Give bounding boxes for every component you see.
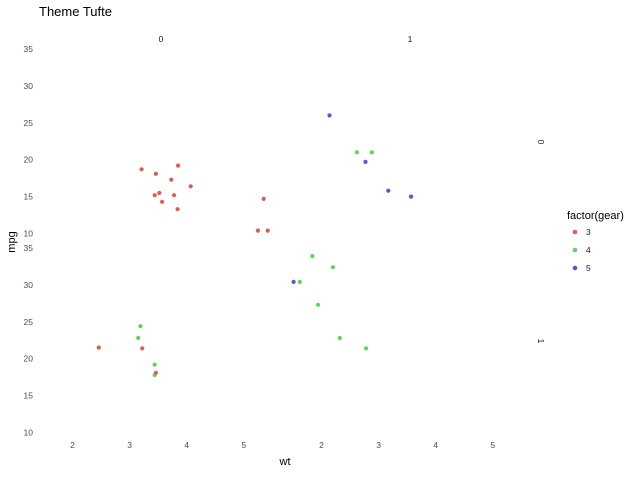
facet-row-label: 1: [536, 339, 546, 344]
data-point: [327, 113, 332, 118]
x-tick-label: 2: [70, 440, 75, 450]
panel-0-0: [139, 163, 270, 233]
data-point: [169, 177, 174, 182]
y-tick-label: 25: [24, 118, 34, 128]
panel-1-1: [291, 254, 369, 351]
facet-col-label: 0: [159, 34, 164, 44]
x-tick-label: 5: [490, 440, 495, 450]
data-point: [176, 163, 181, 168]
data-point: [337, 335, 342, 341]
data-point: [96, 345, 101, 350]
facet-col-label: 1: [408, 34, 413, 44]
data-point: [409, 194, 414, 199]
y-tick-label: 15: [24, 192, 34, 202]
y-tick-label: 35: [24, 243, 34, 253]
data-point: [330, 265, 336, 270]
data-point: [369, 150, 374, 155]
data-point: [265, 228, 270, 233]
y-tick-label: 10: [24, 229, 34, 239]
y-tick-label: 30: [24, 81, 34, 91]
legend-label: 5: [586, 263, 591, 273]
data-point: [160, 199, 165, 204]
data-point: [316, 302, 321, 307]
data-point: [364, 346, 369, 351]
panel-0-1: [327, 113, 414, 199]
axis-ticks: 10 15 20 25 30 35 10 15 20 25 30 35 2 3 4 5 2 3 4 5: [24, 44, 496, 450]
data-point: [172, 193, 177, 198]
data-point: [363, 159, 368, 164]
chart-title: Theme Tufte: [39, 4, 112, 19]
data-point: [139, 167, 144, 172]
legend-key: [572, 229, 578, 235]
x-tick-label: 2: [319, 440, 324, 450]
y-tick-label: 20: [24, 354, 34, 364]
x-tick-label: 4: [433, 440, 438, 450]
facet-strips: 0 1 0 1: [159, 34, 546, 344]
data-point: [291, 279, 296, 284]
data-point: [153, 370, 158, 375]
data-point: [261, 196, 266, 201]
y-tick-label: 15: [24, 391, 34, 401]
legend-key: [572, 247, 578, 253]
y-tick-label: 30: [24, 280, 34, 290]
data-point: [175, 207, 180, 212]
legend: factor(gear) 3 4 5: [567, 210, 624, 273]
legend-label: 3: [586, 227, 591, 237]
data-point: [152, 362, 157, 367]
x-tick-label: 3: [127, 440, 132, 450]
y-tick-label: 35: [24, 44, 34, 54]
data-point: [310, 254, 315, 259]
data-point: [136, 335, 141, 341]
panels: [96, 113, 414, 378]
legend-entries: 3 4 5: [572, 227, 591, 273]
data-point: [140, 346, 145, 351]
x-tick-label: 3: [376, 440, 381, 450]
data-point: [152, 193, 157, 198]
data-point: [386, 188, 391, 193]
data-point: [255, 228, 261, 233]
panel-1-0: [96, 324, 158, 378]
data-point: [138, 324, 143, 329]
y-tick-label: 20: [24, 155, 34, 165]
x-tick-label: 5: [241, 440, 246, 450]
x-tick-label: 4: [184, 440, 189, 450]
data-point: [153, 171, 158, 176]
y-tick-label: 25: [24, 317, 34, 327]
x-axis-title: wt: [279, 456, 291, 468]
data-point: [297, 279, 302, 284]
y-axis-title: mpg: [6, 231, 18, 252]
facet-row-label: 0: [536, 140, 546, 145]
legend-key: [572, 265, 578, 271]
legend-title: factor(gear): [567, 210, 624, 222]
legend-label: 4: [586, 245, 591, 255]
data-point: [354, 150, 359, 155]
y-tick-label: 10: [24, 428, 34, 438]
data-point: [188, 184, 193, 189]
data-point: [157, 190, 162, 196]
